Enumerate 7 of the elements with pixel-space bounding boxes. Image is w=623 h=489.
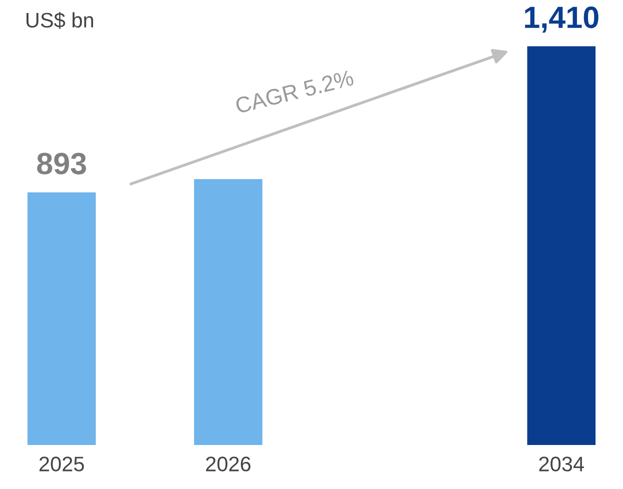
x-tick-label: 2026 — [206, 456, 250, 472]
data-label: 893 — [37, 152, 86, 174]
y-axis-title: US$ bn — [26, 12, 94, 29]
x-tick-label: 2025 — [40, 456, 84, 472]
data-label: 1,410 — [525, 6, 598, 33]
x-tick-label: 2034 — [539, 456, 584, 472]
annotation: CAGR 5.2% — [234, 70, 354, 114]
